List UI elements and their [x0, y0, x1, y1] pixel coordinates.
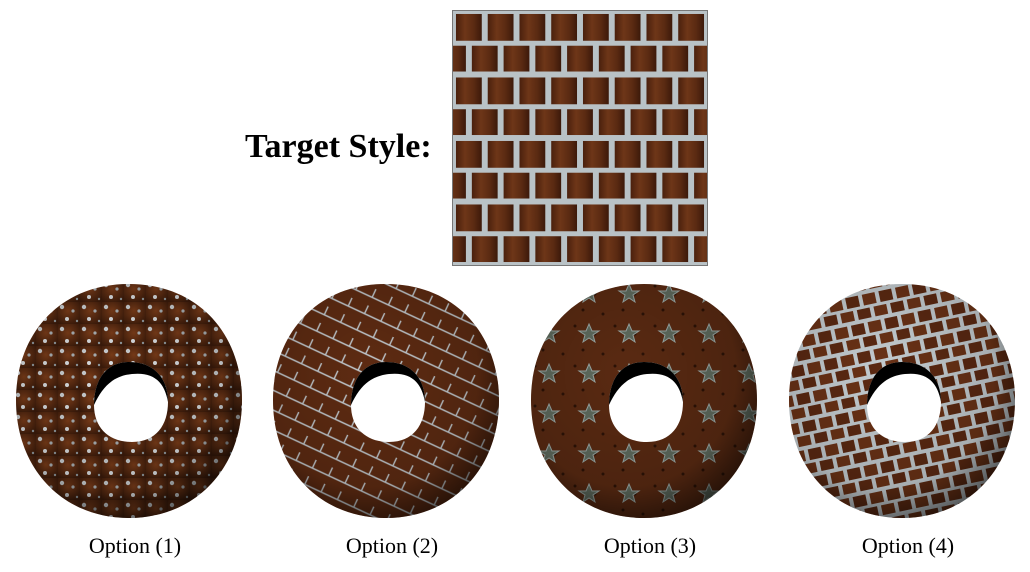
- option-4-torus[interactable]: [787, 280, 1017, 522]
- option-3-label: Option (3): [603, 533, 697, 558]
- option-2-torus[interactable]: [271, 280, 501, 522]
- option-4-label: Option (4): [861, 533, 955, 558]
- option-1-label: Option (1): [88, 533, 182, 558]
- target-style-label: Target Style:: [245, 128, 432, 165]
- option-1-torus[interactable]: [14, 280, 244, 522]
- option-2-label: Option (2): [345, 533, 439, 558]
- option-3-torus[interactable]: [529, 280, 759, 522]
- target-style-swatch: [452, 10, 708, 266]
